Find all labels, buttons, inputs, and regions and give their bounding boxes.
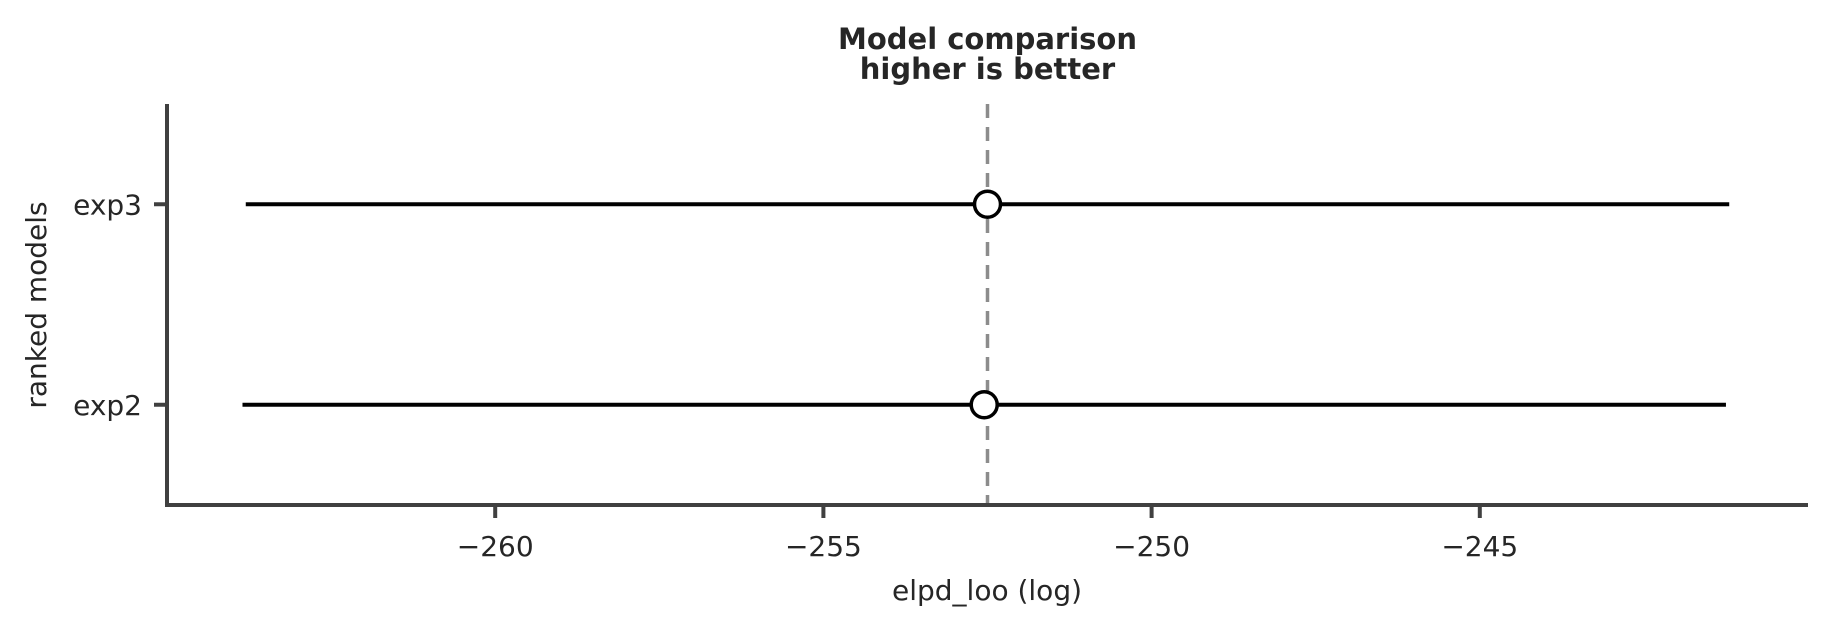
y-tick-label-exp3: exp3 [73, 188, 142, 221]
elpd-marker-exp2 [969, 390, 999, 420]
x-axis-title: elpd_loo (log) [892, 574, 1082, 607]
chart-title-line1: Model comparison [838, 22, 1137, 56]
x-tick-label: −245 [1441, 530, 1518, 563]
y-tick-label-exp2: exp2 [73, 389, 142, 422]
elpd-marker-exp3 [972, 189, 1003, 219]
x-tick-label: −250 [1113, 530, 1190, 563]
x-tick-label: −260 [457, 530, 534, 563]
chart-title: Model comparison higher is better [167, 24, 1808, 84]
y-axis-title: ranked models [20, 201, 53, 408]
chart-title-line2: higher is better [859, 52, 1116, 86]
x-tick-label: −255 [785, 530, 862, 563]
